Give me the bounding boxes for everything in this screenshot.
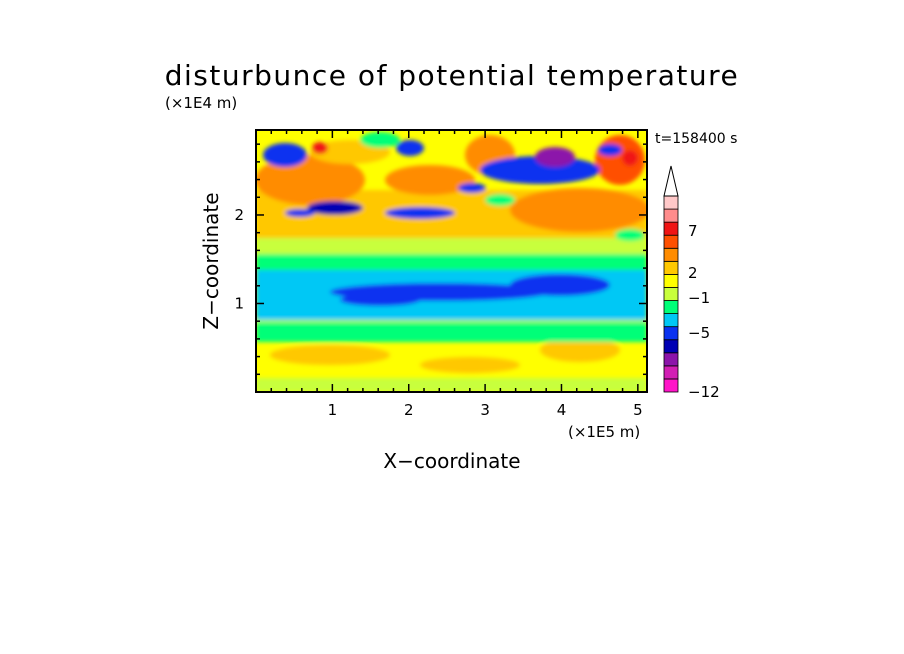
colorbar-swatch	[663, 326, 679, 341]
colorbar-extend-arrow	[663, 165, 679, 197]
colorbar-swatch	[663, 378, 679, 393]
x-axis-label: X−coordinate	[383, 449, 520, 473]
y-tick-label: 1	[234, 294, 244, 312]
colorbar-label: 2	[688, 264, 698, 282]
chart-title: disturbunce of potential temperature	[165, 59, 740, 92]
colorbar-swatch	[663, 195, 679, 210]
colorbar-swatch	[663, 287, 679, 301]
colorbar-labels: 7 2 −1 −5 −12	[688, 222, 720, 401]
y-tick-label: 2	[234, 206, 244, 224]
colorbar-label: 7	[688, 222, 698, 240]
y-axis-ticks: 12	[234, 143, 647, 393]
x-tick-label: 3	[480, 401, 490, 419]
time-label: t=158400 s	[655, 131, 737, 147]
colorbar-label: −5	[688, 324, 710, 342]
x-unit-label: (×1E5 m)	[568, 423, 640, 441]
y-unit-label: (×1E4 m)	[165, 94, 237, 112]
colorbar-label: −1	[688, 289, 710, 307]
colorbar-swatch	[663, 260, 679, 275]
colorbar-swatch	[663, 313, 679, 328]
x-tick-label: 4	[557, 401, 567, 419]
colorbar-swatch	[663, 221, 679, 236]
y-axis-label: Z−coordinate	[199, 192, 223, 329]
x-tick-label: 5	[633, 401, 643, 419]
x-tick-label: 2	[404, 401, 414, 419]
colorbar-swatch	[663, 247, 679, 262]
colorbar-swatch	[663, 234, 679, 249]
colorbar-label: −12	[688, 383, 720, 401]
colorbar	[663, 165, 679, 393]
x-tick-label: 1	[328, 401, 338, 419]
colorbar-swatch	[663, 365, 679, 380]
plot-frame	[255, 129, 648, 393]
colorbar-swatch	[663, 273, 679, 288]
colorbar-swatch	[663, 300, 679, 314]
x-axis-ticks: 1 2 3 4 5	[255, 130, 643, 419]
colorbar-swatch	[663, 339, 679, 354]
colorbar-swatch	[663, 352, 679, 367]
colorbar-swatch	[663, 208, 679, 223]
contour-field	[256, 130, 647, 392]
